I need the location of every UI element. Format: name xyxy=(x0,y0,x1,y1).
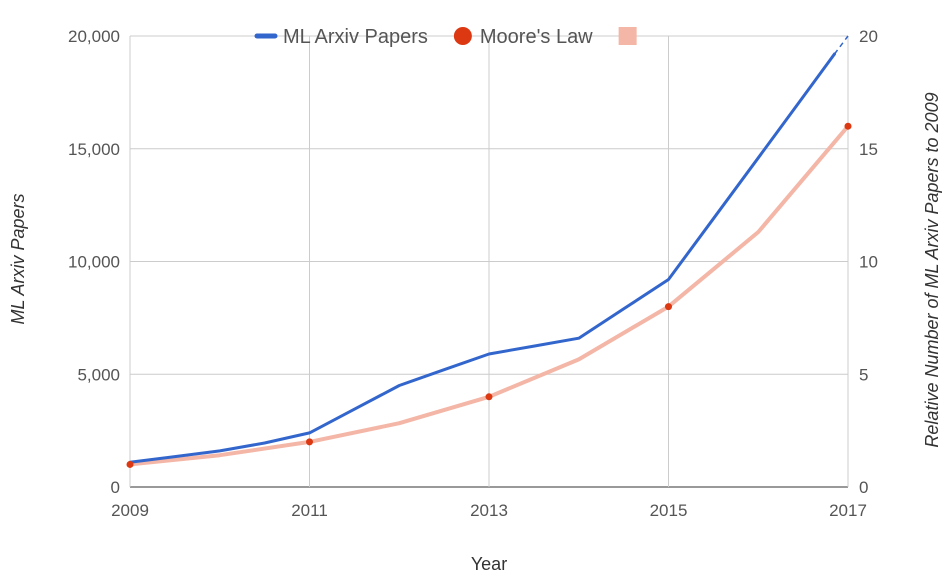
y-tick-label-left: 10,000 xyxy=(68,253,120,272)
series-layer xyxy=(126,35,852,468)
grid xyxy=(129,35,849,488)
y-tick-label-left: 5,000 xyxy=(77,365,120,384)
x-axis-title: Year xyxy=(471,554,507,574)
point-moores-law xyxy=(126,460,134,468)
series-projection-ml-arxiv-papers xyxy=(833,35,849,55)
legend-marker-square xyxy=(618,27,637,45)
tick-labels: 0 0 5,000 5 10,000 10 15,000 15 20,000 20 2009 2011… xyxy=(68,27,878,520)
x-tick-label: 2015 xyxy=(650,501,688,520)
y-axis-title-right: Relative Number of ML Arxiv Papers to 20… xyxy=(922,92,942,447)
y-tick-label-right: 5 xyxy=(859,365,868,384)
y-tick-label-right: 20 xyxy=(859,27,878,46)
legend: ML Arxiv Papers Moore's Law xyxy=(254,26,637,48)
legend-label: ML Arxiv Papers xyxy=(283,26,428,48)
y-tick-label-right: 0 xyxy=(859,478,868,497)
legend-marker-circle xyxy=(453,27,472,45)
y-tick-label-left: 15,000 xyxy=(68,140,120,159)
legend-label: Moore's Law xyxy=(480,26,593,48)
point-moores-law xyxy=(306,438,313,446)
point-moores-law xyxy=(665,303,672,311)
y-tick-label-left: 0 xyxy=(111,478,120,497)
point-moores-law xyxy=(485,393,493,401)
y-axis-title-left: ML Arxiv Papers xyxy=(8,193,28,324)
y-tick-label-right: 15 xyxy=(859,140,878,159)
x-tick-label: 2011 xyxy=(291,501,328,520)
x-tick-label: 2013 xyxy=(470,501,508,520)
y-tick-label-right: 10 xyxy=(859,253,878,272)
x-tick-label: 2009 xyxy=(111,501,149,520)
x-tick-label: 2017 xyxy=(829,501,867,520)
series-line-ml-arxiv-papers xyxy=(128,52,836,464)
point-moores-law xyxy=(844,122,852,130)
y-tick-label-left: 20,000 xyxy=(68,27,120,46)
